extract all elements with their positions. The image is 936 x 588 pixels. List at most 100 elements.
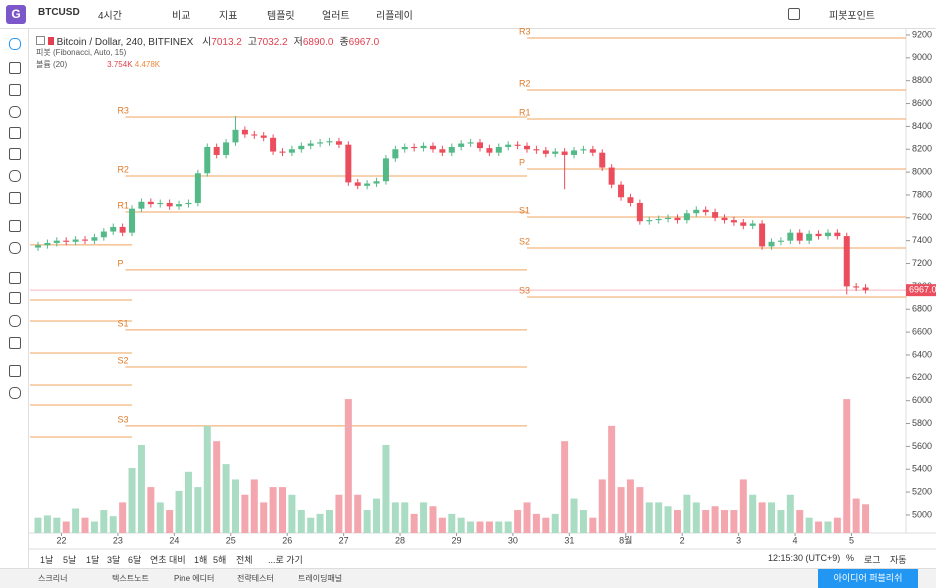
candle-body bbox=[411, 146, 418, 149]
pivot-label: R1 bbox=[117, 200, 129, 210]
tool-icon[interactable] bbox=[9, 272, 21, 284]
tool-icon[interactable] bbox=[9, 365, 21, 377]
volume-bar bbox=[467, 521, 475, 533]
tab[interactable]: 스크리너 bbox=[38, 574, 68, 583]
volume-bar bbox=[241, 494, 249, 533]
tool-icon[interactable] bbox=[9, 38, 21, 50]
ohlc: 시7013.2 고7032.2 저6890.0 종6967.0 bbox=[196, 37, 379, 48]
volume-bar bbox=[62, 521, 70, 533]
candle-body bbox=[448, 146, 455, 153]
flag bbox=[47, 37, 54, 45]
toolbar-button[interactable]: 리플레이 bbox=[376, 11, 413, 22]
range-button[interactable]: 5해 bbox=[213, 555, 227, 565]
y-tick-label: 5600 bbox=[912, 441, 932, 451]
interval[interactable]: 4시간 bbox=[98, 11, 122, 22]
candle-body bbox=[241, 129, 248, 135]
range-button[interactable]: 1해 bbox=[194, 555, 208, 565]
volume-bar bbox=[476, 521, 484, 533]
pivot-label: R2 bbox=[117, 164, 129, 174]
volume-bar bbox=[673, 510, 681, 533]
candle-body bbox=[326, 141, 333, 143]
volume-bar bbox=[53, 517, 61, 533]
range-button[interactable]: 1달 bbox=[86, 555, 100, 565]
pivot-button[interactable]: 피봇포인트 bbox=[829, 11, 875, 22]
y-tick-label: 6800 bbox=[912, 304, 932, 314]
y-tick-label: 5200 bbox=[912, 486, 932, 496]
x-tick-label: 28 bbox=[395, 535, 405, 545]
symbol[interactable]: BTCUSD bbox=[38, 7, 80, 18]
volume-bar bbox=[231, 479, 239, 533]
volume-bar bbox=[34, 517, 42, 533]
tool-icon[interactable] bbox=[9, 84, 21, 96]
range-button[interactable]: 6달 bbox=[128, 555, 142, 565]
toolbar-button[interactable]: 지표 bbox=[219, 11, 238, 22]
candle-body bbox=[317, 142, 324, 144]
tool-icon[interactable] bbox=[9, 292, 21, 304]
goto-button[interactable]: ...로 가기 bbox=[268, 555, 303, 565]
tool-icon[interactable] bbox=[9, 127, 21, 139]
tab[interactable]: 트레이딩패널 bbox=[298, 574, 343, 583]
volume-bar bbox=[43, 515, 51, 533]
tab[interactable]: Pine 에디터 bbox=[174, 574, 215, 583]
tool-icon[interactable] bbox=[9, 242, 21, 254]
toolbar-button[interactable]: 템플릿 bbox=[267, 11, 295, 22]
logo[interactable]: G bbox=[6, 5, 26, 24]
publish-button[interactable]: 아이디어 퍼블리쉬 bbox=[818, 569, 918, 588]
x-tick-label: 23 bbox=[113, 535, 123, 545]
scale-option[interactable]: 로그 bbox=[864, 555, 881, 565]
checkbox[interactable] bbox=[788, 8, 800, 20]
volume-bar bbox=[570, 498, 578, 533]
tool-icon[interactable] bbox=[9, 337, 21, 349]
candle-body bbox=[185, 202, 192, 205]
candle-body bbox=[862, 287, 869, 291]
candle-body bbox=[392, 149, 399, 159]
volume-bar bbox=[457, 517, 465, 533]
volume-bar bbox=[749, 494, 757, 533]
candle-body bbox=[82, 239, 89, 241]
candle-body bbox=[627, 197, 634, 203]
ohlc-label: 시 bbox=[202, 37, 212, 48]
tool-icon[interactable] bbox=[9, 170, 21, 182]
x-tick-label: 3 bbox=[736, 535, 741, 545]
tool-icon[interactable] bbox=[9, 315, 21, 327]
collapse[interactable] bbox=[36, 36, 45, 45]
candle-body bbox=[655, 218, 662, 221]
tool-icon[interactable] bbox=[9, 106, 21, 118]
toolbar-button[interactable]: 비교 bbox=[172, 11, 191, 22]
volume-bar bbox=[90, 521, 98, 533]
volume-bar bbox=[363, 510, 371, 533]
candle-body bbox=[693, 209, 700, 214]
bottom-tabs: 아이디어 퍼블리쉬 스크리너 텍스트노트 Pine 에디터 전략테스터 트레이딩패널 bbox=[0, 568, 936, 588]
range-button[interactable]: 전체 bbox=[236, 555, 253, 565]
candle-body bbox=[429, 145, 436, 150]
tool-icon[interactable] bbox=[9, 62, 21, 74]
candle-body bbox=[364, 183, 371, 186]
candle-body bbox=[524, 145, 531, 150]
range-button[interactable]: 3달 bbox=[107, 555, 121, 565]
scale-option[interactable]: % bbox=[846, 553, 855, 563]
range-button[interactable]: 연초 대비 bbox=[150, 555, 186, 565]
volume-bar bbox=[551, 513, 559, 533]
tool-icon[interactable] bbox=[9, 220, 21, 232]
volume-bar bbox=[720, 510, 728, 533]
range-button[interactable]: 1날 bbox=[40, 555, 54, 565]
volume-bar bbox=[739, 479, 747, 533]
tab[interactable]: 텍스트노트 bbox=[112, 574, 149, 583]
candle-body bbox=[382, 158, 389, 182]
candle-body bbox=[157, 202, 164, 205]
tab[interactable]: 전략테스터 bbox=[237, 574, 274, 583]
volume-bar bbox=[410, 513, 418, 533]
toolbar-button[interactable]: 얼러트 bbox=[322, 11, 350, 22]
candle-body bbox=[505, 144, 512, 147]
tool-icon[interactable] bbox=[9, 192, 21, 204]
last-price-label: 6967.0 bbox=[909, 285, 936, 295]
tool-icon[interactable] bbox=[9, 387, 21, 399]
scale-option[interactable]: 자동 bbox=[890, 555, 907, 565]
volume-bar bbox=[382, 445, 390, 533]
range-button[interactable]: 5날 bbox=[63, 555, 77, 565]
y-tick-label: 9000 bbox=[912, 52, 932, 62]
candle-body bbox=[665, 217, 672, 219]
volume-bar bbox=[495, 521, 503, 533]
tool-icon[interactable] bbox=[9, 148, 21, 160]
